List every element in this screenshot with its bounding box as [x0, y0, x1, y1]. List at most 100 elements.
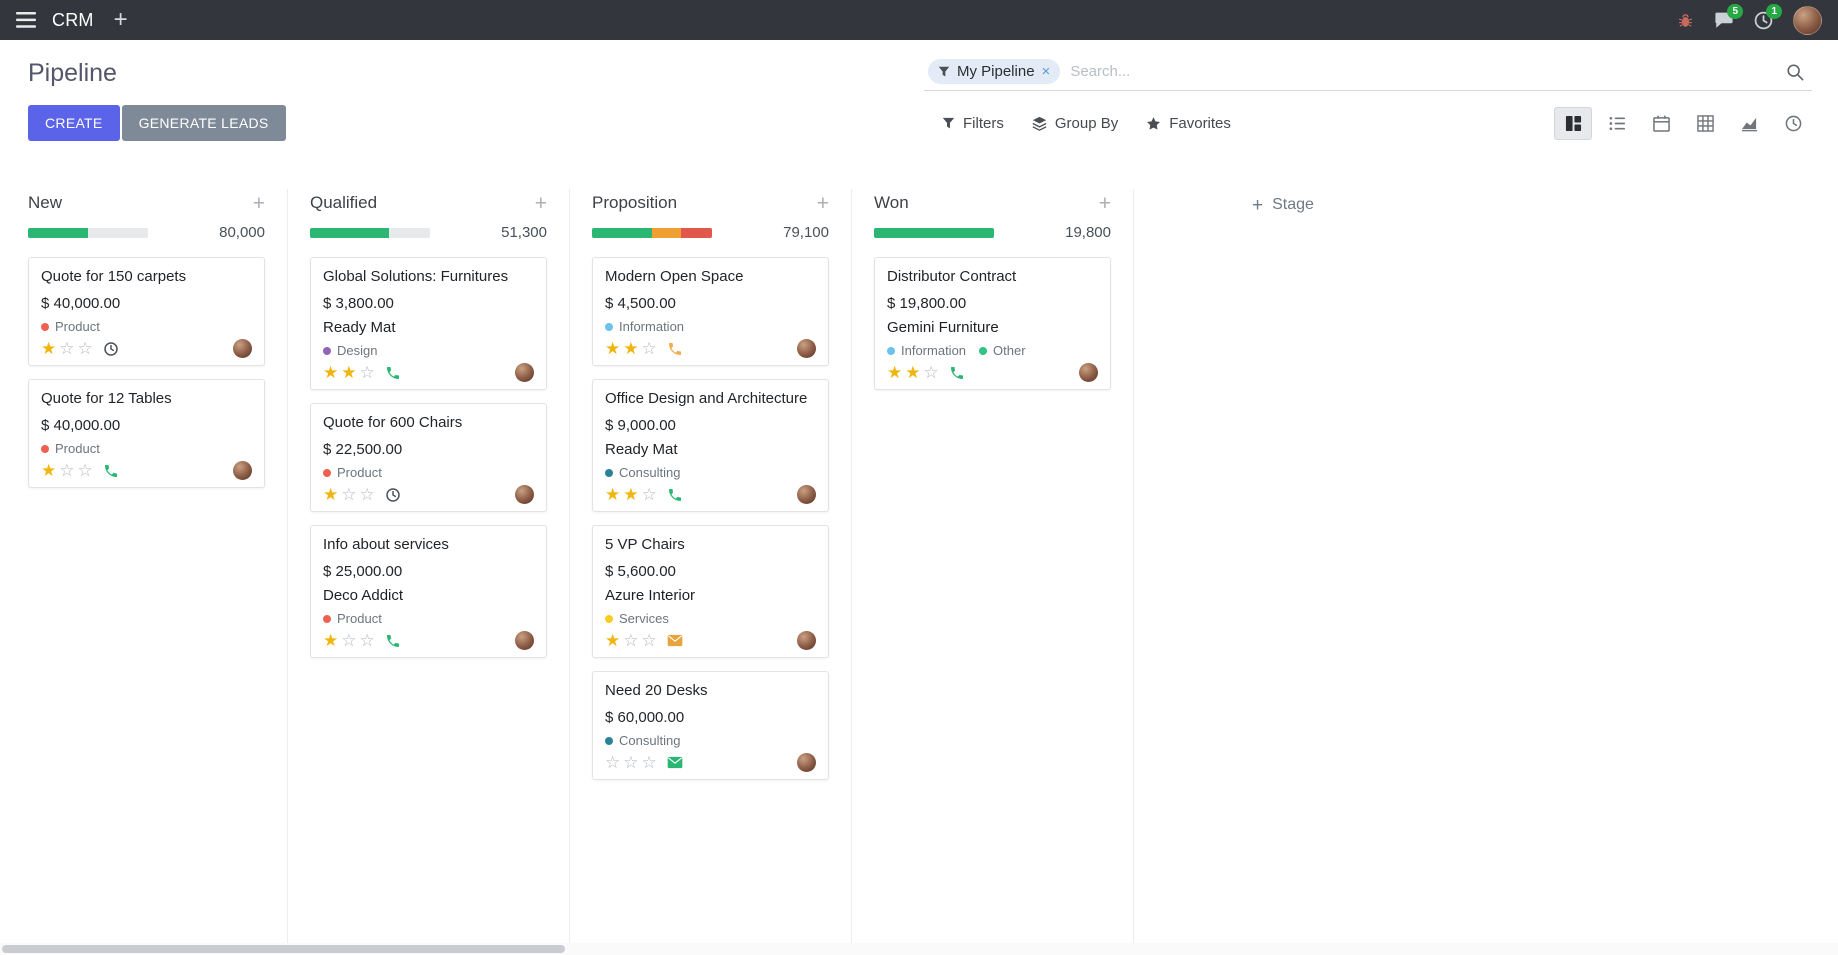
activity-phone-icon[interactable]	[385, 633, 401, 649]
priority-star[interactable]: ★	[341, 363, 357, 382]
activity-clock-icon[interactable]	[385, 487, 401, 503]
priority-star[interactable]: ☆	[59, 339, 75, 358]
activities-clock-icon[interactable]: 1	[1754, 3, 1782, 30]
priority-star[interactable]: ★	[323, 631, 339, 650]
kanban-card[interactable]: Global Solutions: Furnitures $ 3,800.00 Re…	[310, 257, 547, 390]
activity-view-button[interactable]	[1774, 107, 1812, 140]
generate-leads-button[interactable]: GENERATE LEADS	[121, 105, 286, 141]
search-input[interactable]	[1060, 59, 1782, 84]
kanban-card[interactable]: Need 20 Desks $ 60,000.00 Consulting ☆ ☆ ☆	[592, 671, 829, 780]
bug-icon[interactable]	[1677, 12, 1694, 29]
priority-star[interactable]: ☆	[623, 753, 639, 772]
column-progressbar[interactable]	[28, 227, 148, 238]
priority-star[interactable]: ☆	[359, 485, 375, 504]
column-title[interactable]: Won	[874, 193, 909, 212]
messages-icon[interactable]: 5	[1714, 4, 1743, 29]
priority-star[interactable]: ★	[623, 339, 639, 358]
search-facet-label: My Pipeline	[957, 63, 1035, 80]
priority-star[interactable]: ★	[605, 631, 621, 650]
priority-star[interactable]: ★	[605, 339, 621, 358]
priority-star[interactable]: ★	[323, 363, 339, 382]
graph-view-button[interactable]	[1730, 107, 1768, 140]
group-by-button[interactable]: Group By	[1032, 115, 1118, 132]
app-name[interactable]: CRM	[52, 9, 94, 30]
search-bar[interactable]: My Pipeline ×	[924, 56, 1812, 91]
control-panel: Pipeline My Pipeline × CREATE GENERATE L…	[0, 40, 1838, 155]
priority-star[interactable]: ☆	[623, 631, 639, 650]
salesperson-avatar[interactable]	[1079, 363, 1098, 382]
activity-mail-icon[interactable]	[667, 634, 683, 647]
priority-star[interactable]: ☆	[923, 363, 939, 382]
favorites-button[interactable]: Favorites	[1146, 115, 1231, 132]
priority-star[interactable]: ★	[41, 339, 57, 358]
salesperson-avatar[interactable]	[515, 485, 534, 504]
kanban-card[interactable]: Quote for 600 Chairs $ 22,500.00 Product ★ ☆…	[310, 403, 547, 512]
column-add-icon[interactable]: +	[534, 191, 547, 215]
salesperson-avatar[interactable]	[233, 461, 252, 480]
kanban-card[interactable]: Distributor Contract $ 19,800.00 Gemini Fu…	[874, 257, 1111, 390]
priority-star[interactable]: ★	[605, 485, 621, 504]
priority-star[interactable]: ☆	[605, 753, 621, 772]
priority-star[interactable]: ★	[905, 363, 921, 382]
salesperson-avatar[interactable]	[797, 753, 816, 772]
priority-star[interactable]: ☆	[641, 753, 657, 772]
user-avatar[interactable]	[1793, 5, 1822, 35]
create-button[interactable]: CREATE	[28, 105, 120, 141]
column-title[interactable]: Proposition	[592, 193, 678, 212]
activity-mail-icon[interactable]	[667, 756, 683, 769]
activity-phone-icon[interactable]	[103, 463, 119, 479]
add-stage-button[interactable]: + Stage	[1156, 189, 1314, 219]
horizontal-scrollbar[interactable]	[0, 943, 1838, 955]
column-title[interactable]: Qualified	[310, 193, 378, 212]
kanban-card[interactable]: Quote for 150 carpets $ 40,000.00 Product ★…	[28, 257, 265, 366]
priority-star[interactable]: ★	[623, 485, 639, 504]
salesperson-avatar[interactable]	[797, 485, 816, 504]
activity-phone-icon[interactable]	[667, 487, 683, 503]
search-facet[interactable]: My Pipeline ×	[928, 59, 1061, 84]
kanban-view-button[interactable]	[1554, 106, 1592, 140]
activity-clock-icon[interactable]	[103, 341, 119, 357]
kanban-card[interactable]: Quote for 12 Tables $ 40,000.00 Product ★ ☆ ☆	[28, 379, 265, 488]
salesperson-avatar[interactable]	[797, 339, 816, 358]
priority-star[interactable]: ☆	[641, 339, 657, 358]
column-add-icon[interactable]: +	[252, 191, 265, 215]
search-icon[interactable]	[1782, 63, 1808, 81]
column-progressbar[interactable]	[310, 227, 430, 238]
filters-button[interactable]: Filters	[942, 115, 1004, 132]
facet-remove-icon[interactable]: ×	[1041, 63, 1051, 80]
priority-star[interactable]: ☆	[341, 631, 357, 650]
list-view-button[interactable]	[1598, 107, 1636, 140]
salesperson-avatar[interactable]	[515, 363, 534, 382]
priority-star[interactable]: ☆	[341, 485, 357, 504]
priority-star[interactable]: ★	[323, 485, 339, 504]
column-add-icon[interactable]: +	[1098, 191, 1111, 215]
nav-add-icon[interactable]: +	[113, 6, 128, 33]
scrollbar-thumb[interactable]	[2, 945, 565, 953]
kanban-card[interactable]: 5 VP Chairs $ 5,600.00 Azure Interior Servi…	[592, 525, 829, 658]
pivot-view-button[interactable]	[1686, 107, 1724, 140]
calendar-view-button[interactable]	[1642, 107, 1680, 140]
activity-phone-icon[interactable]	[667, 341, 683, 357]
kanban-card[interactable]: Info about services $ 25,000.00 Deco Addic…	[310, 525, 547, 658]
priority-star[interactable]: ☆	[641, 631, 657, 650]
priority-star[interactable]: ★	[41, 461, 57, 480]
salesperson-avatar[interactable]	[797, 631, 816, 650]
column-progressbar[interactable]	[592, 227, 712, 238]
activity-phone-icon[interactable]	[385, 365, 401, 381]
priority-star[interactable]: ☆	[641, 485, 657, 504]
priority-star[interactable]: ☆	[77, 339, 93, 358]
salesperson-avatar[interactable]	[515, 631, 534, 650]
priority-star[interactable]: ★	[887, 363, 903, 382]
salesperson-avatar[interactable]	[233, 339, 252, 358]
column-add-icon[interactable]: +	[816, 191, 829, 215]
apps-menu-icon[interactable]	[16, 12, 36, 28]
column-title[interactable]: New	[28, 193, 63, 212]
priority-star[interactable]: ☆	[77, 461, 93, 480]
kanban-card[interactable]: Modern Open Space $ 4,500.00 Information ★ ★…	[592, 257, 829, 366]
kanban-card[interactable]: Office Design and Architecture $ 9,000.00…	[592, 379, 829, 512]
column-progressbar[interactable]	[874, 227, 994, 238]
priority-star[interactable]: ☆	[59, 461, 75, 480]
priority-star[interactable]: ☆	[359, 631, 375, 650]
priority-star[interactable]: ☆	[359, 363, 375, 382]
activity-phone-icon[interactable]	[949, 365, 965, 381]
